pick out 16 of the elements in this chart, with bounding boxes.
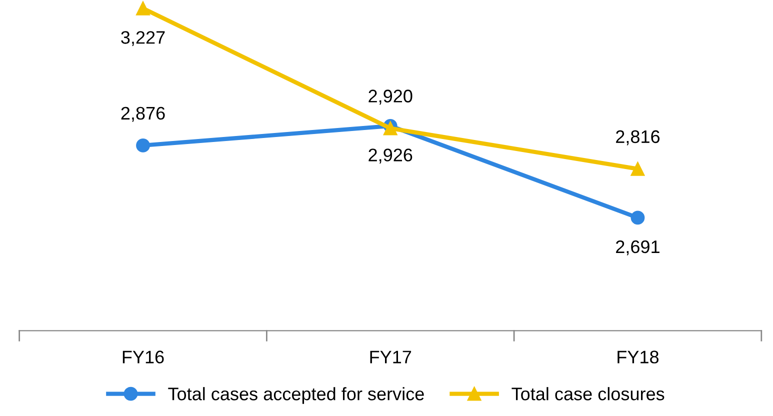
point [136,1,150,16]
data-label: 2,691 [616,240,660,256]
legend-label: Total case closures [512,387,664,400]
x-tick-label: FY18 [618,350,659,364]
x-tick-label: FY17 [370,350,412,364]
data-label: 3,227 [121,31,165,46]
data-label: 2,926 [368,148,412,164]
data-label: 2,816 [616,130,660,146]
data-label: 2,920 [368,90,412,105]
point [630,210,645,225]
point [136,138,150,152]
point [630,162,645,176]
point [383,121,398,136]
data-label: 2,876 [121,106,165,122]
legend-label: Total cases accepted for service [168,387,424,404]
x-tick-label: FY16 [122,350,164,364]
